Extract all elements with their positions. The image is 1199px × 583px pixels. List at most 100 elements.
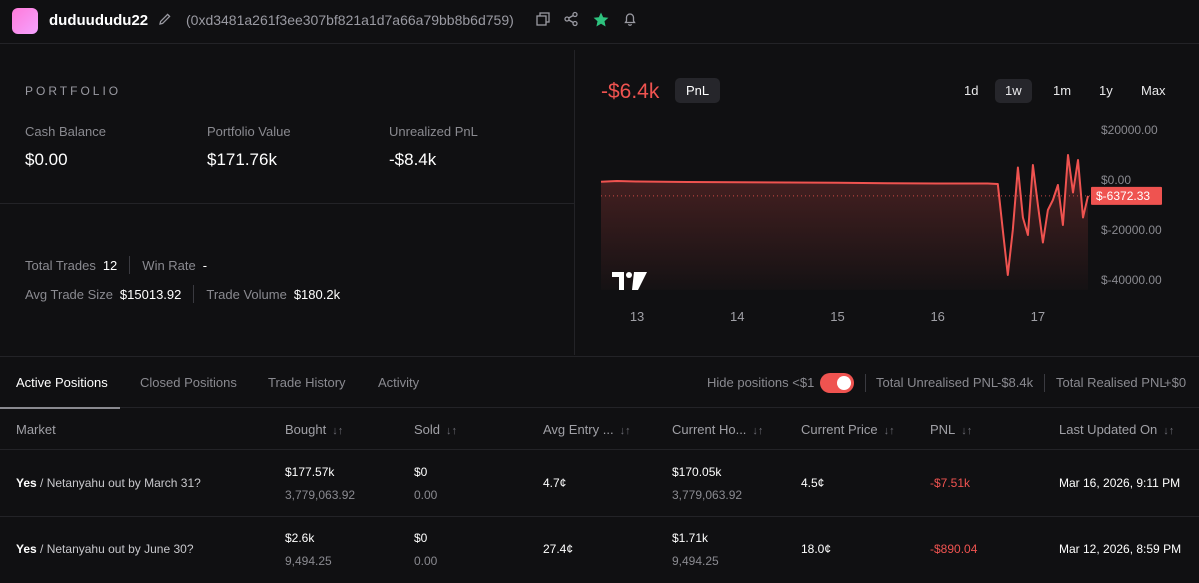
total-trades-value: 12 bbox=[102, 257, 118, 273]
profile-header: duduududu22 (0xd3481a261f3ee307bf821a1d7… bbox=[0, 0, 1199, 44]
market-name: / Netanyahu out by March 31? bbox=[40, 476, 201, 490]
market-name: / Netanyahu out by June 30? bbox=[40, 542, 194, 556]
sort-icon[interactable]: ↓↑ bbox=[619, 425, 631, 437]
avatar[interactable] bbox=[12, 8, 38, 34]
market-cell[interactable]: Yes / Netanyahu out by June 30? bbox=[16, 542, 194, 556]
column-header-current-holding[interactable]: Current Ho... ↓↑ bbox=[672, 422, 763, 437]
sold-value: $0 bbox=[414, 465, 428, 479]
tab-active-positions[interactable]: Active Positions bbox=[16, 375, 108, 390]
current-holding-shares: 9,494.25 bbox=[672, 554, 719, 568]
bought-shares: 9,494.25 bbox=[285, 554, 332, 568]
portfolio-panel: PORTFOLIO Cash Balance $0.00 Portfolio V… bbox=[0, 50, 575, 355]
column-header-market[interactable]: Market bbox=[16, 422, 56, 437]
market-cell[interactable]: Yes / Netanyahu out by March 31? bbox=[16, 476, 201, 490]
tab-activity[interactable]: Activity bbox=[378, 375, 420, 390]
column-header-pnl[interactable]: PNL ↓↑ bbox=[930, 422, 972, 437]
avg-entry-value: 4.7¢ bbox=[543, 476, 567, 490]
wallet-address: (0xd3481a261f3ee307bf821a1d7a66a79bb8b6d… bbox=[186, 12, 514, 28]
column-label: Current Price bbox=[801, 422, 878, 437]
portfolio-value-label: Portfolio Value bbox=[207, 124, 291, 139]
active-tab-indicator bbox=[0, 407, 120, 409]
sort-icon[interactable]: ↓↑ bbox=[446, 425, 458, 437]
column-label: Sold bbox=[414, 422, 441, 437]
bought-shares: 3,779,063.92 bbox=[285, 488, 356, 502]
sort-icon[interactable]: ↓↑ bbox=[752, 425, 764, 437]
trade-stats-row: Total Trades 12 Win Rate - bbox=[25, 256, 207, 274]
positions-tabs-bar: Active Positions Closed Positions Trade … bbox=[0, 356, 1199, 409]
current-price-value: 18.0¢ bbox=[801, 542, 832, 556]
sold-shares: 0.00 bbox=[414, 488, 438, 502]
username: duduududu22 bbox=[49, 12, 149, 29]
column-label: Current Ho... bbox=[672, 422, 747, 437]
range-1w-button[interactable]: 1w bbox=[995, 79, 1032, 103]
pnl-badge[interactable]: PnL bbox=[675, 78, 721, 103]
win-rate-label: Win Rate bbox=[142, 257, 196, 273]
unrealized-pnl-label: Unrealized PnL bbox=[389, 124, 478, 139]
range-1m-button[interactable]: 1m bbox=[1053, 83, 1072, 98]
x-tick-label: 17 bbox=[1031, 309, 1045, 324]
current-value-marker bbox=[1091, 186, 1162, 205]
current-holding-value: $1.71k bbox=[672, 531, 709, 545]
y-tick-label: $0.00 bbox=[1101, 173, 1131, 187]
cash-balance-value: $0.00 bbox=[25, 150, 68, 169]
pnl-line bbox=[600, 154, 1089, 276]
current-holding-value: $170.05k bbox=[672, 465, 722, 479]
column-header-current-price[interactable]: Current Price ↓↑ bbox=[801, 422, 895, 437]
star-icon[interactable] bbox=[592, 11, 610, 29]
sort-icon[interactable]: ↓↑ bbox=[961, 425, 973, 437]
last-updated-value: Mar 12, 2026, 8:59 PM bbox=[1059, 542, 1182, 556]
tab-closed-positions[interactable]: Closed Positions bbox=[140, 375, 237, 390]
column-header-avg-entry[interactable]: Avg Entry ... ↓↑ bbox=[543, 422, 631, 437]
sold-value: $0 bbox=[414, 531, 428, 545]
divider bbox=[0, 203, 575, 204]
column-label: Bought bbox=[285, 422, 327, 437]
x-tick-label: 13 bbox=[630, 309, 644, 324]
tab-trade-history[interactable]: Trade History bbox=[268, 375, 346, 390]
total-unrealised-pnl-label: Total Unrealised PNL bbox=[876, 375, 999, 390]
pnl-chart-panel: -$6.4k PnL 1d 1w 1m 1y Max $20000.00 $0.0… bbox=[576, 50, 1199, 355]
copy-icon[interactable] bbox=[535, 11, 553, 29]
x-tick-label: 14 bbox=[730, 309, 744, 324]
column-label: Last Updated On bbox=[1059, 422, 1158, 437]
sort-icon[interactable]: ↓↑ bbox=[883, 425, 895, 437]
avg-trade-size-value: $15013.92 bbox=[119, 286, 182, 302]
portfolio-value-value: $171.76k bbox=[207, 150, 277, 169]
column-label: Market bbox=[16, 422, 56, 437]
hide-positions-toggle[interactable] bbox=[820, 373, 854, 393]
outcome-label: Yes bbox=[16, 542, 37, 556]
portfolio-title: PORTFOLIO bbox=[25, 84, 122, 98]
current-value-label: $-6372.33 bbox=[1096, 189, 1150, 203]
y-tick-label: $-20000.00 bbox=[1101, 223, 1162, 237]
y-tick-label: $-40000.00 bbox=[1101, 273, 1162, 287]
sort-icon[interactable]: ↓↑ bbox=[1163, 425, 1175, 437]
avg-trade-size-label: Avg Trade Size bbox=[25, 286, 113, 302]
range-1y-button[interactable]: 1y bbox=[1099, 83, 1113, 98]
hide-positions-label: Hide positions <$1 bbox=[707, 375, 815, 390]
outcome-label: Yes bbox=[16, 476, 37, 490]
separator bbox=[865, 374, 866, 392]
range-1d-button[interactable]: 1d bbox=[964, 83, 979, 98]
current-holding-shares: 3,779,063.92 bbox=[672, 488, 743, 502]
x-tick-label: 16 bbox=[930, 309, 944, 324]
toggle-knob bbox=[837, 376, 851, 390]
separator bbox=[1044, 374, 1045, 392]
tradingview-logo bbox=[612, 272, 647, 290]
column-header-last-updated[interactable]: Last Updated On ↓↑ bbox=[1059, 422, 1174, 437]
avg-entry-value: 27.4¢ bbox=[543, 542, 574, 556]
range-max-button[interactable]: Max bbox=[1141, 83, 1166, 98]
unrealized-pnl-value: -$8.4k bbox=[389, 150, 437, 169]
bell-icon[interactable] bbox=[622, 11, 640, 29]
volume-stats-row: Avg Trade Size $15013.92 Trade Volume $1… bbox=[25, 285, 340, 303]
total-unrealised-pnl-value: -$8.4k bbox=[997, 375, 1034, 390]
pnl-chart[interactable]: $20000.00 $0.00 $-20000.00 $-40000.00 $-6372… bbox=[576, 50, 1199, 340]
column-header-sold[interactable]: Sold ↓↑ bbox=[414, 422, 457, 437]
edit-icon[interactable] bbox=[158, 12, 172, 31]
column-header-bought[interactable]: Bought ↓↑ bbox=[285, 422, 343, 437]
bought-value: $177.57k bbox=[285, 465, 335, 479]
divider bbox=[0, 516, 1199, 517]
bought-value: $2.6k bbox=[285, 531, 315, 545]
sort-icon[interactable]: ↓↑ bbox=[332, 425, 344, 437]
total-realised-pnl-value: +$0 bbox=[1164, 375, 1187, 390]
share-icon[interactable] bbox=[563, 11, 581, 29]
y-tick-label: $20000.00 bbox=[1101, 123, 1158, 137]
